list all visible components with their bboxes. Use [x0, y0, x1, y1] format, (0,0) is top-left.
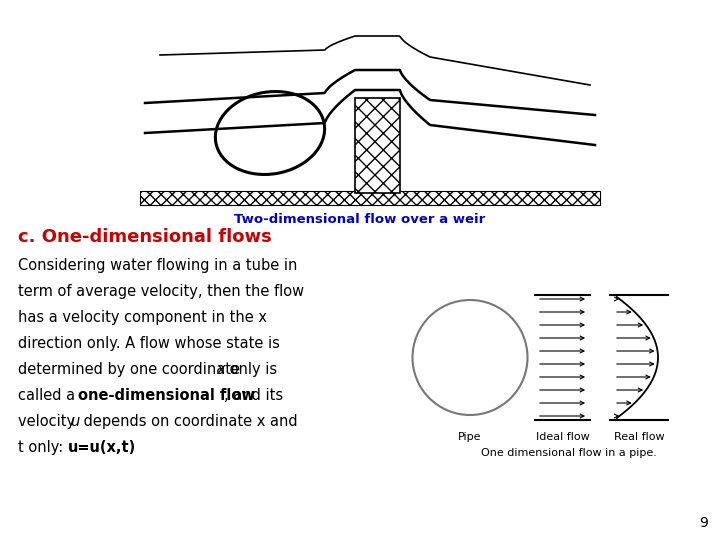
Text: one-dimensional flow: one-dimensional flow	[78, 388, 255, 403]
Text: only is: only is	[225, 362, 277, 377]
Text: x: x	[216, 362, 225, 377]
Circle shape	[413, 300, 528, 415]
Text: c. One-dimensional flows: c. One-dimensional flows	[18, 228, 271, 246]
Text: determined by one coordinate: determined by one coordinate	[18, 362, 245, 377]
Bar	[355, 98, 400, 193]
Text: called a: called a	[18, 388, 80, 403]
Text: Considering water flowing in a tube in: Considering water flowing in a tube in	[18, 258, 297, 273]
Text: velocity: velocity	[18, 414, 80, 429]
Text: u: u	[70, 414, 79, 429]
Text: Two-dimensional flow over a weir: Two-dimensional flow over a weir	[235, 213, 485, 226]
Text: term of average velocity, then the flow: term of average velocity, then the flow	[18, 284, 304, 299]
Bar	[140, 191, 600, 205]
Text: Real flow: Real flow	[613, 432, 665, 442]
Text: depends on coordinate x and: depends on coordinate x and	[79, 414, 297, 429]
Text: t only:: t only:	[18, 440, 68, 455]
Text: 9: 9	[699, 516, 708, 530]
Text: One dimensional flow in a pipe.: One dimensional flow in a pipe.	[481, 448, 657, 458]
Text: u=u(x,t): u=u(x,t)	[68, 440, 136, 455]
Text: determined by one coordinate: determined by one coordinate	[18, 362, 245, 377]
Text: direction only. A flow whose state is: direction only. A flow whose state is	[18, 336, 280, 351]
Text: Pipe: Pipe	[458, 432, 482, 442]
Text: has a velocity component in the x: has a velocity component in the x	[18, 310, 267, 325]
Text: Ideal flow: Ideal flow	[536, 432, 590, 442]
Text: , and its: , and its	[224, 388, 283, 403]
